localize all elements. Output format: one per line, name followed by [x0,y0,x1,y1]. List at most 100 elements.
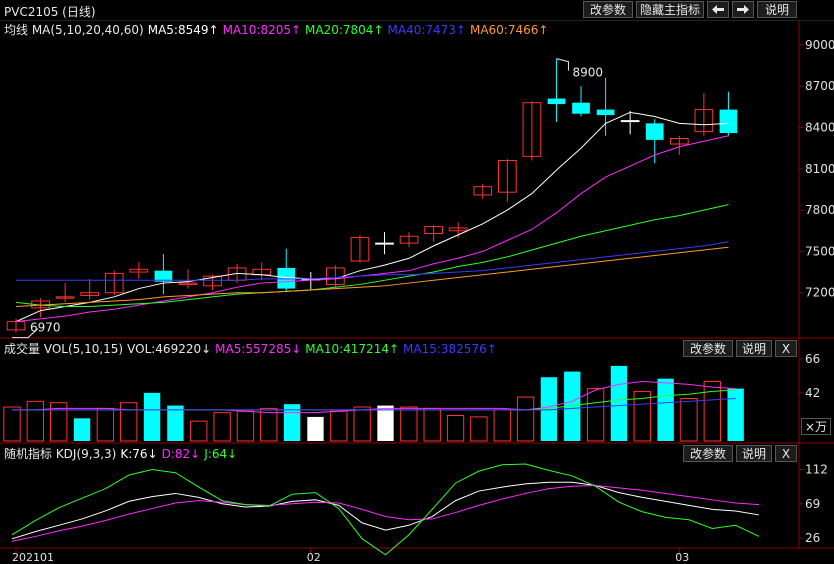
ma-line-ma40 [16,241,729,281]
candle-body [350,237,370,262]
volume-modify-params-button[interactable]: 改参数 [683,340,733,357]
volume-bar [236,410,255,442]
y-tick-label: 8400 [805,120,834,134]
volume-bar [26,400,45,442]
volume-legend: 成交量 VOL(5,10,15) VOL:469220↓ MA5:557285↓ MA… [4,340,501,357]
volume-bar [493,409,511,442]
volume-bar [586,388,605,442]
candle-body [572,102,590,114]
volume-bar [260,407,278,442]
kdj-legend-item: 随机指标 KDJ(9,3,3) [4,447,117,461]
ma-line-ma60 [15,246,729,307]
volume-bar [703,381,721,442]
candle-body [620,120,640,123]
help-button[interactable]: 说明 [757,1,797,18]
low-marker [12,328,39,339]
volume-legend-item: MA10:417214↑ [305,342,400,356]
vol-y-tick-label: 42 [805,386,820,400]
x-tick-label: 02 [307,551,321,564]
kdj-help-button[interactable]: 说明 [736,445,772,462]
volume-bar [353,406,371,442]
kdj-y-tick-label: 112 [805,463,828,477]
candle-body [424,226,443,234]
volume-unit-label: ×万 [801,418,831,435]
volume-bar [540,377,558,441]
candle-body [596,109,615,116]
volume-bar [446,415,465,442]
volume-bar [633,390,651,442]
volume-bar [330,410,348,442]
y-tick-label: 8700 [805,79,834,93]
candle-body [178,282,198,285]
kdj-line-k [11,481,760,540]
volume-bar [283,404,301,441]
candle-body [375,242,394,245]
volume-close-button[interactable]: X [775,340,797,357]
candle-body [55,296,75,299]
ma-line-ma5 [15,111,729,323]
x-tick-label: 03 [675,551,689,564]
candle-body [547,98,566,105]
kdj-close-button[interactable]: X [775,445,797,462]
candle-body [645,123,664,140]
candle-body [473,186,493,196]
main-legend-item: MA40:7473↑ [387,23,466,37]
volume-bar [96,407,115,442]
volume-bar [727,388,744,441]
candle-body [277,267,296,289]
main-legend-item: MA5:8549↑ [147,23,219,37]
volume-bar [120,402,138,442]
volume-bar [564,371,581,441]
volume-bar [516,396,535,442]
main-legend: 均线 MA(5,10,20,40,60) MA5:8549↑ MA10:8205↑ M… [4,21,552,38]
volume-bar [423,407,441,442]
volume-bar [377,405,394,441]
main-legend-item: 均线 MA(5,10,20,40,60) [4,23,144,37]
kdj-legend-item: D:82↓ [161,447,201,461]
arrow-left-icon[interactable] [707,1,729,18]
arrow-right-icon[interactable] [732,1,754,18]
volume-bar [307,416,324,441]
y-tick-label: 7800 [805,203,834,217]
volume-bar [50,402,68,442]
kdj-legend-item: J:64↓ [204,447,238,461]
volume-help-button[interactable]: 说明 [736,340,772,357]
candle-body [669,138,689,145]
candle-body [203,275,222,287]
y-tick-label: 7500 [805,244,834,258]
low-label: 6970 [30,321,61,335]
y-tick-label: 7200 [805,286,834,300]
volume-legend-item: 成交量 VOL(5,10,15) [4,342,124,356]
y-tick-label: 9000 [805,38,834,52]
candle-body [399,235,419,244]
main-legend-item: MA10:8205↑ [222,23,302,37]
hide-main-indicator-button[interactable]: 隐藏主指标 [636,1,704,18]
candle-body [104,272,124,294]
candle-body [448,227,468,232]
candle-body [522,102,542,157]
volume-bar [610,365,628,441]
kdj-modify-params-button[interactable]: 改参数 [683,445,733,462]
candle-body [129,268,149,273]
volume-bar [657,378,674,441]
kdj-line-d [11,484,760,542]
vol-y-tick-label: 66 [805,352,820,366]
volume-bar [73,418,91,441]
volume-bar [143,392,161,441]
kdj-legend: 随机指标 KDJ(9,3,3) K:76↓ D:82↓ J:64↓ [4,445,241,462]
high-label: 8900 [572,66,603,80]
main-legend-item: MA60:7466↑ [469,23,549,37]
vol-ma-line-ma15 [12,398,736,411]
modify-params-button[interactable]: 改参数 [583,1,633,18]
volume-bar [680,398,698,442]
kdj-y-tick-label: 69 [805,497,820,511]
volume-bar [3,406,21,442]
kdj-legend-item: K:76↓ [120,447,158,461]
candle-body [80,292,100,296]
ma-line-ma10 [15,135,729,323]
candle-body [719,109,738,133]
window-title: PVC2105 (日线) [4,5,96,19]
kdj-y-tick-label: 26 [805,531,820,545]
